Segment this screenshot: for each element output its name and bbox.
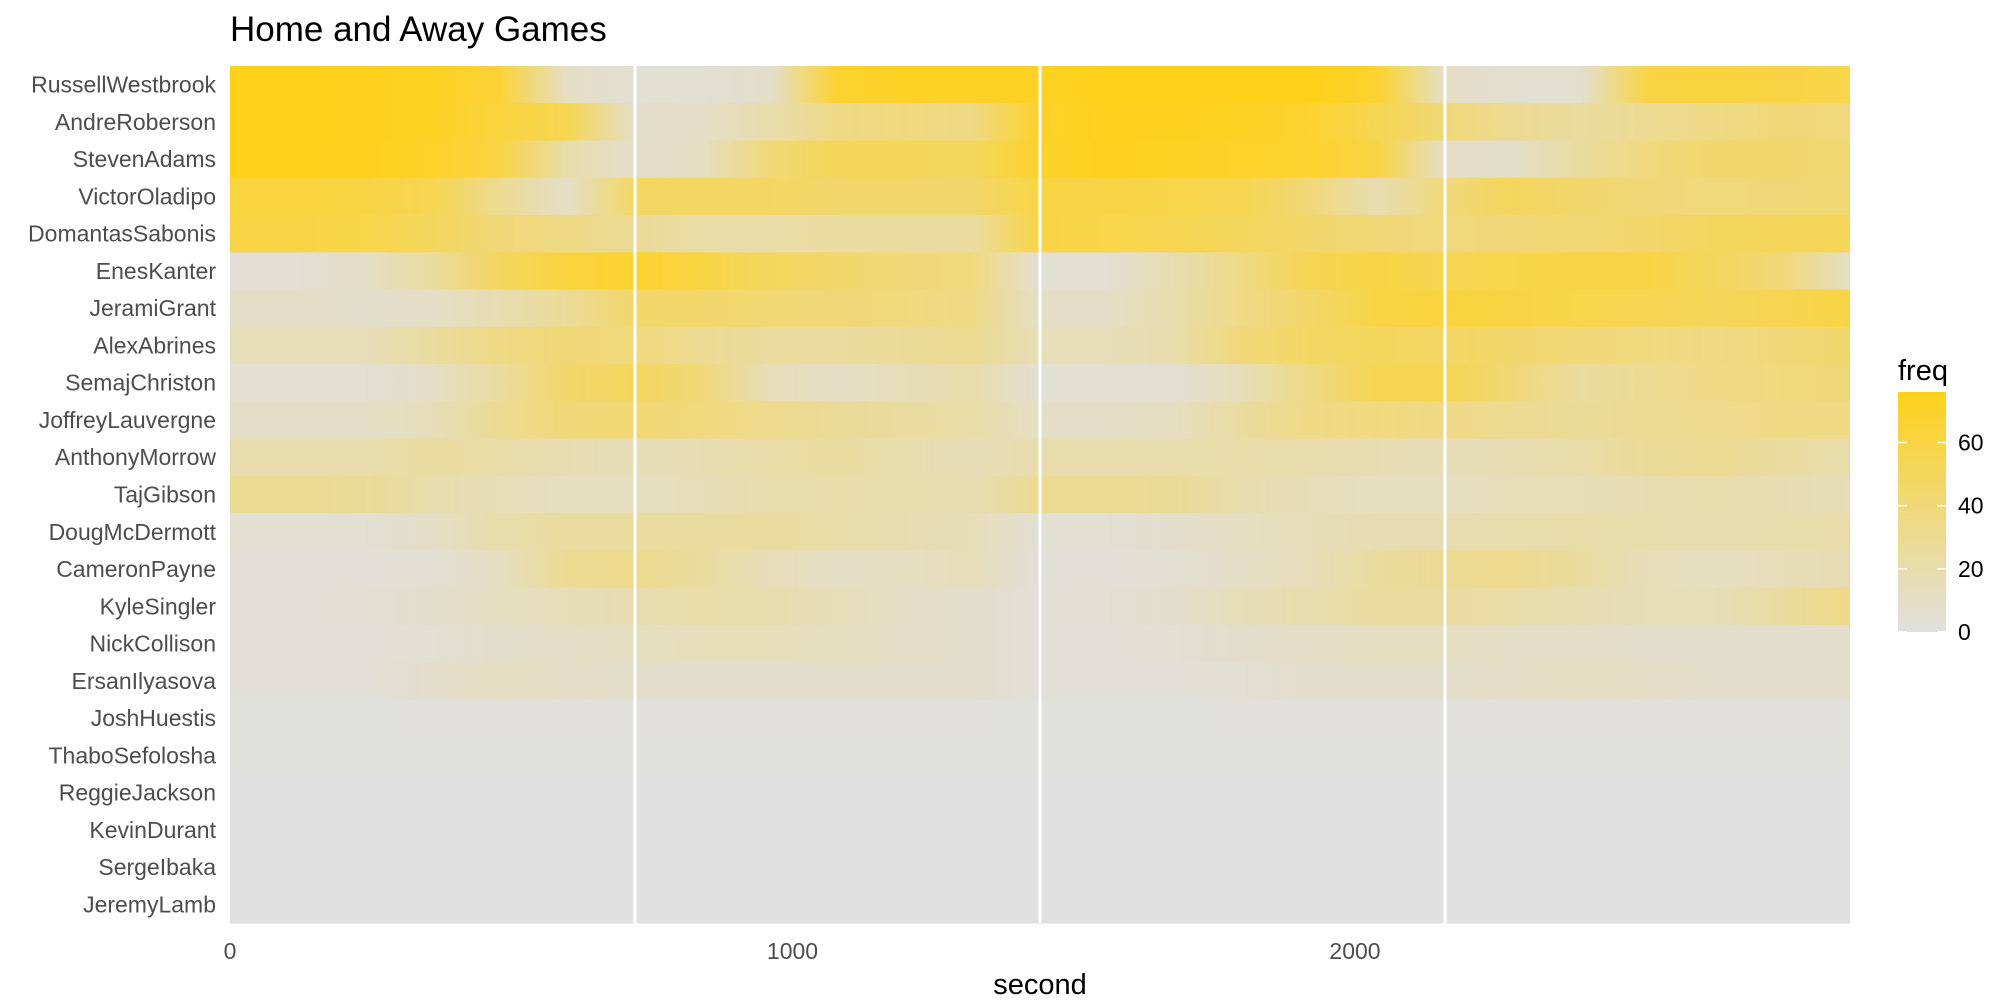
x-tick-label: 1000 bbox=[767, 938, 818, 964]
y-tick-label: JoshHuestis bbox=[91, 705, 216, 731]
x-tick-labels: 0 1000 2000 bbox=[224, 938, 1381, 964]
legend-tick-label: 0 bbox=[1958, 619, 1971, 645]
y-tick-label: VictorOladipo bbox=[78, 183, 216, 209]
y-tick-label: ErsanIlyasova bbox=[72, 668, 217, 694]
y-tick-label: SemajChriston bbox=[65, 370, 216, 396]
y-tick-label: ReggieJackson bbox=[59, 780, 216, 806]
y-tick-label: TajGibson bbox=[114, 482, 216, 508]
x-tick-label: 0 bbox=[224, 938, 237, 964]
vertical-gridlines bbox=[633, 66, 1447, 923]
y-tick-label: AndreRoberson bbox=[55, 109, 216, 135]
y-tick-label: JeremyLamb bbox=[83, 891, 216, 917]
legend-title: freq bbox=[1898, 355, 1948, 387]
x-tick-label: 2000 bbox=[1329, 938, 1380, 964]
x-axis-title: second bbox=[993, 969, 1087, 1000]
y-tick-label: NickCollison bbox=[89, 631, 216, 657]
y-tick-label: ThaboSefolosha bbox=[48, 742, 216, 768]
y-tick-label: KyleSingler bbox=[100, 593, 217, 619]
legend-tick-label: 40 bbox=[1958, 493, 1984, 519]
y-tick-label: SergeIbaka bbox=[98, 854, 216, 880]
y-tick-label: JoffreyLauvergne bbox=[39, 407, 216, 433]
y-tick-labels: RussellWestbrook AndreRoberson StevenAdams… bbox=[28, 72, 217, 918]
y-tick-label: KevinDurant bbox=[89, 817, 216, 843]
y-tick-label: CameronPayne bbox=[56, 556, 216, 582]
chart-title: Home and Away Games bbox=[230, 10, 607, 49]
y-tick-label: EnesKanter bbox=[96, 258, 217, 284]
legend-tick-label: 60 bbox=[1958, 430, 1984, 456]
legend-colorbar bbox=[1898, 392, 1946, 632]
y-tick-label: AlexAbrines bbox=[93, 332, 216, 358]
legend-tick-label: 20 bbox=[1958, 556, 1984, 582]
y-tick-label: JeramiGrant bbox=[89, 295, 216, 321]
legend-ticks: 0 20 40 60 bbox=[1898, 430, 1984, 645]
color-legend: freq 0 20 40 60 bbox=[1898, 355, 1984, 645]
y-tick-label: DomantasSabonis bbox=[28, 221, 216, 247]
y-tick-label: AnthonyMorrow bbox=[55, 444, 216, 470]
y-tick-label: StevenAdams bbox=[73, 146, 216, 172]
y-tick-label: DougMcDermott bbox=[49, 519, 217, 545]
y-tick-label: RussellWestbrook bbox=[31, 72, 216, 98]
